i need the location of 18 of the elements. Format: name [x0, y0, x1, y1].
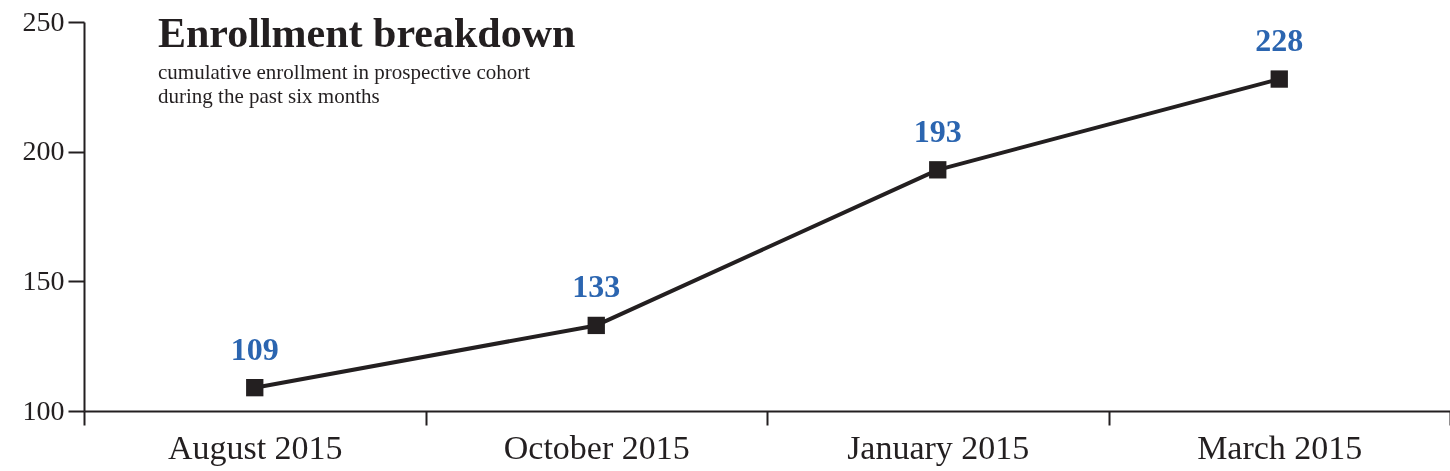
x-tick-label: March 2015 [1197, 428, 1363, 466]
data-label: 109 [230, 330, 279, 367]
point [929, 161, 947, 179]
y-tick-label: 200 [22, 135, 65, 167]
text: cumulative enrollment in prospective cohort during the past six months [158, 60, 531, 108]
y-tick-label: 100 [22, 394, 65, 426]
y-tick-label: 250 [22, 5, 65, 37]
x-tick-label: October 2015 [503, 428, 690, 466]
chart-title: Enrollment breakdown [158, 10, 576, 56]
x-tick-label: January 2015 [847, 428, 1030, 466]
data-label: 193 [913, 112, 962, 149]
point [246, 379, 264, 397]
point [587, 316, 605, 335]
data-label: 228 [1255, 22, 1304, 59]
y-tick-label: 150 [22, 264, 65, 296]
x-tick-label: August 2015 [167, 428, 343, 466]
point [1270, 70, 1288, 88]
data-label: 133 [572, 268, 621, 305]
